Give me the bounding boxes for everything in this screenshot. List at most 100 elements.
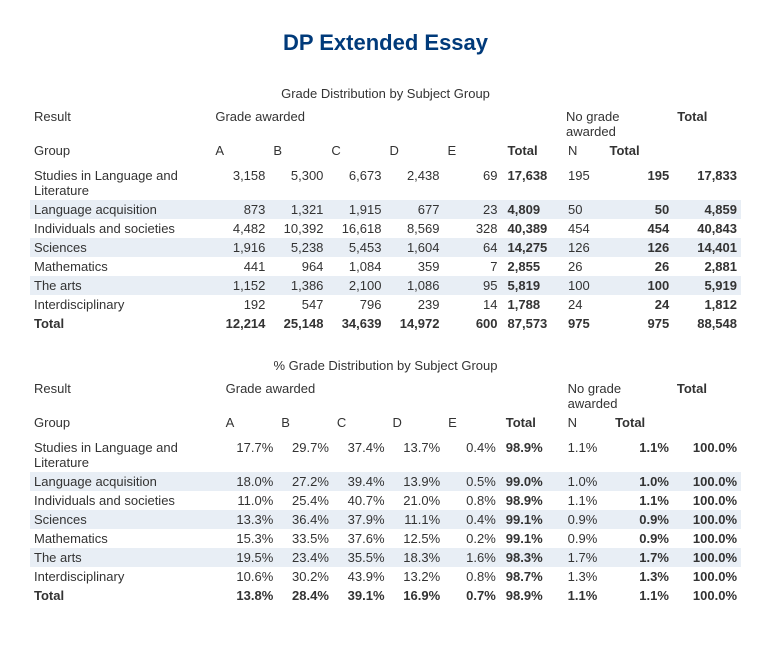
cell-C: 40.7% xyxy=(333,491,389,510)
cell-ntotal: 100 xyxy=(606,276,674,295)
cell-E: 0.4% xyxy=(444,510,500,529)
cell-A: 11.0% xyxy=(222,491,278,510)
cell-E: 0.2% xyxy=(444,529,500,548)
cell-D: 677 xyxy=(385,200,443,219)
cell-group: Sciences xyxy=(30,238,211,257)
cell-D: 8,569 xyxy=(385,219,443,238)
cell-N: 1.1% xyxy=(562,586,611,605)
hdr-B: B xyxy=(269,141,327,160)
cell-gtotal: 99.1% xyxy=(500,529,562,548)
cell-C: 37.9% xyxy=(333,510,389,529)
cell-E: 328 xyxy=(443,219,501,238)
cell-A: 192 xyxy=(211,295,269,314)
cell-D: 18.3% xyxy=(389,548,445,567)
cell-E: 7 xyxy=(443,257,501,276)
hdr-group: Group xyxy=(30,141,211,160)
hdr-N: N xyxy=(562,413,611,432)
cell-B: 30.2% xyxy=(277,567,333,586)
cell-C: 2,100 xyxy=(327,276,385,295)
cell-gtotal: 99.0% xyxy=(500,472,562,491)
cell-total: 100.0% xyxy=(673,432,741,472)
cell-group: Language acquisition xyxy=(30,200,211,219)
cell-ntotal: 1.1% xyxy=(611,586,673,605)
cell-N: 1.3% xyxy=(562,567,611,586)
table-row: Sciences13.3%36.4%37.9%11.1%0.4%99.1%0.9… xyxy=(30,510,741,529)
cell-E: 0.5% xyxy=(444,472,500,491)
cell-D: 14,972 xyxy=(385,314,443,333)
cell-total: 100.0% xyxy=(673,567,741,586)
cell-D: 13.7% xyxy=(389,432,445,472)
cell-B: 36.4% xyxy=(277,510,333,529)
cell-C: 43.9% xyxy=(333,567,389,586)
cell-C: 39.1% xyxy=(333,586,389,605)
cell-E: 69 xyxy=(443,160,501,200)
table-row: Individuals and societies11.0%25.4%40.7%… xyxy=(30,491,741,510)
cell-group: Mathematics xyxy=(30,529,222,548)
cell-group: Sciences xyxy=(30,510,222,529)
cell-B: 1,386 xyxy=(269,276,327,295)
cell-ntotal: 0.9% xyxy=(611,529,673,548)
cell-gtotal: 4,809 xyxy=(502,200,562,219)
cell-D: 12.5% xyxy=(389,529,445,548)
cell-D: 13.9% xyxy=(389,472,445,491)
cell-total: 88,548 xyxy=(673,314,741,333)
cell-D: 2,438 xyxy=(385,160,443,200)
cell-ntotal: 1.7% xyxy=(611,548,673,567)
cell-C: 35.5% xyxy=(333,548,389,567)
cell-ntotal: 126 xyxy=(606,238,674,257)
hdr-D: D xyxy=(389,413,445,432)
table-row: Mathematics4419641,08435972,85526262,881 xyxy=(30,257,741,276)
hdr-A: A xyxy=(211,141,269,160)
cell-A: 17.7% xyxy=(222,432,278,472)
cell-group: Mathematics xyxy=(30,257,211,276)
hdr-D: D xyxy=(385,141,443,160)
cell-N: 454 xyxy=(562,219,606,238)
cell-B: 28.4% xyxy=(277,586,333,605)
cell-E: 95 xyxy=(443,276,501,295)
cell-N: 195 xyxy=(562,160,606,200)
cell-ntotal: 1.0% xyxy=(611,472,673,491)
cell-gtotal: 14,275 xyxy=(502,238,562,257)
cell-total: 100.0% xyxy=(673,491,741,510)
cell-gtotal: 1,788 xyxy=(502,295,562,314)
cell-N: 1.1% xyxy=(562,432,611,472)
cell-N: 126 xyxy=(562,238,606,257)
hdr-result: Result xyxy=(30,379,222,413)
hdr-gtotal: Total xyxy=(500,413,562,432)
cell-E: 0.7% xyxy=(444,586,500,605)
cell-C: 1,084 xyxy=(327,257,385,276)
cell-B: 964 xyxy=(269,257,327,276)
cell-gtotal: 98.3% xyxy=(500,548,562,567)
table1: Result Grade awarded No grade awarded To… xyxy=(30,107,741,333)
table-total-row: Total12,21425,14834,63914,97260087,57397… xyxy=(30,314,741,333)
cell-group: Individuals and societies xyxy=(30,219,211,238)
hdr-total: Total xyxy=(673,379,741,413)
cell-ntotal: 1.3% xyxy=(611,567,673,586)
table1-header-row2: Group A B C D E Total N Total xyxy=(30,141,741,160)
cell-gtotal: 40,389 xyxy=(502,219,562,238)
hdr-no-grade-awarded: No grade awarded xyxy=(562,107,673,141)
cell-total: 40,843 xyxy=(673,219,741,238)
cell-gtotal: 99.1% xyxy=(500,510,562,529)
cell-group: The arts xyxy=(30,548,222,567)
cell-N: 0.9% xyxy=(562,510,611,529)
table2: Result Grade awarded No grade awarded To… xyxy=(30,379,741,605)
cell-gtotal: 98.7% xyxy=(500,567,562,586)
cell-total: 100.0% xyxy=(673,529,741,548)
cell-D: 13.2% xyxy=(389,567,445,586)
cell-group: Individuals and societies xyxy=(30,491,222,510)
cell-C: 1,915 xyxy=(327,200,385,219)
cell-A: 18.0% xyxy=(222,472,278,491)
cell-D: 1,086 xyxy=(385,276,443,295)
cell-A: 3,158 xyxy=(211,160,269,200)
cell-total: 1,812 xyxy=(673,295,741,314)
table-total-row: Total13.8%28.4%39.1%16.9%0.7%98.9%1.1%1.… xyxy=(30,586,741,605)
cell-ntotal: 1.1% xyxy=(611,491,673,510)
cell-ntotal: 195 xyxy=(606,160,674,200)
table-row: Interdisciplinary192547796239141,7882424… xyxy=(30,295,741,314)
cell-gtotal: 87,573 xyxy=(502,314,562,333)
cell-A: 1,916 xyxy=(211,238,269,257)
cell-N: 24 xyxy=(562,295,606,314)
table1-header-row1: Result Grade awarded No grade awarded To… xyxy=(30,107,741,141)
cell-gtotal: 5,819 xyxy=(502,276,562,295)
